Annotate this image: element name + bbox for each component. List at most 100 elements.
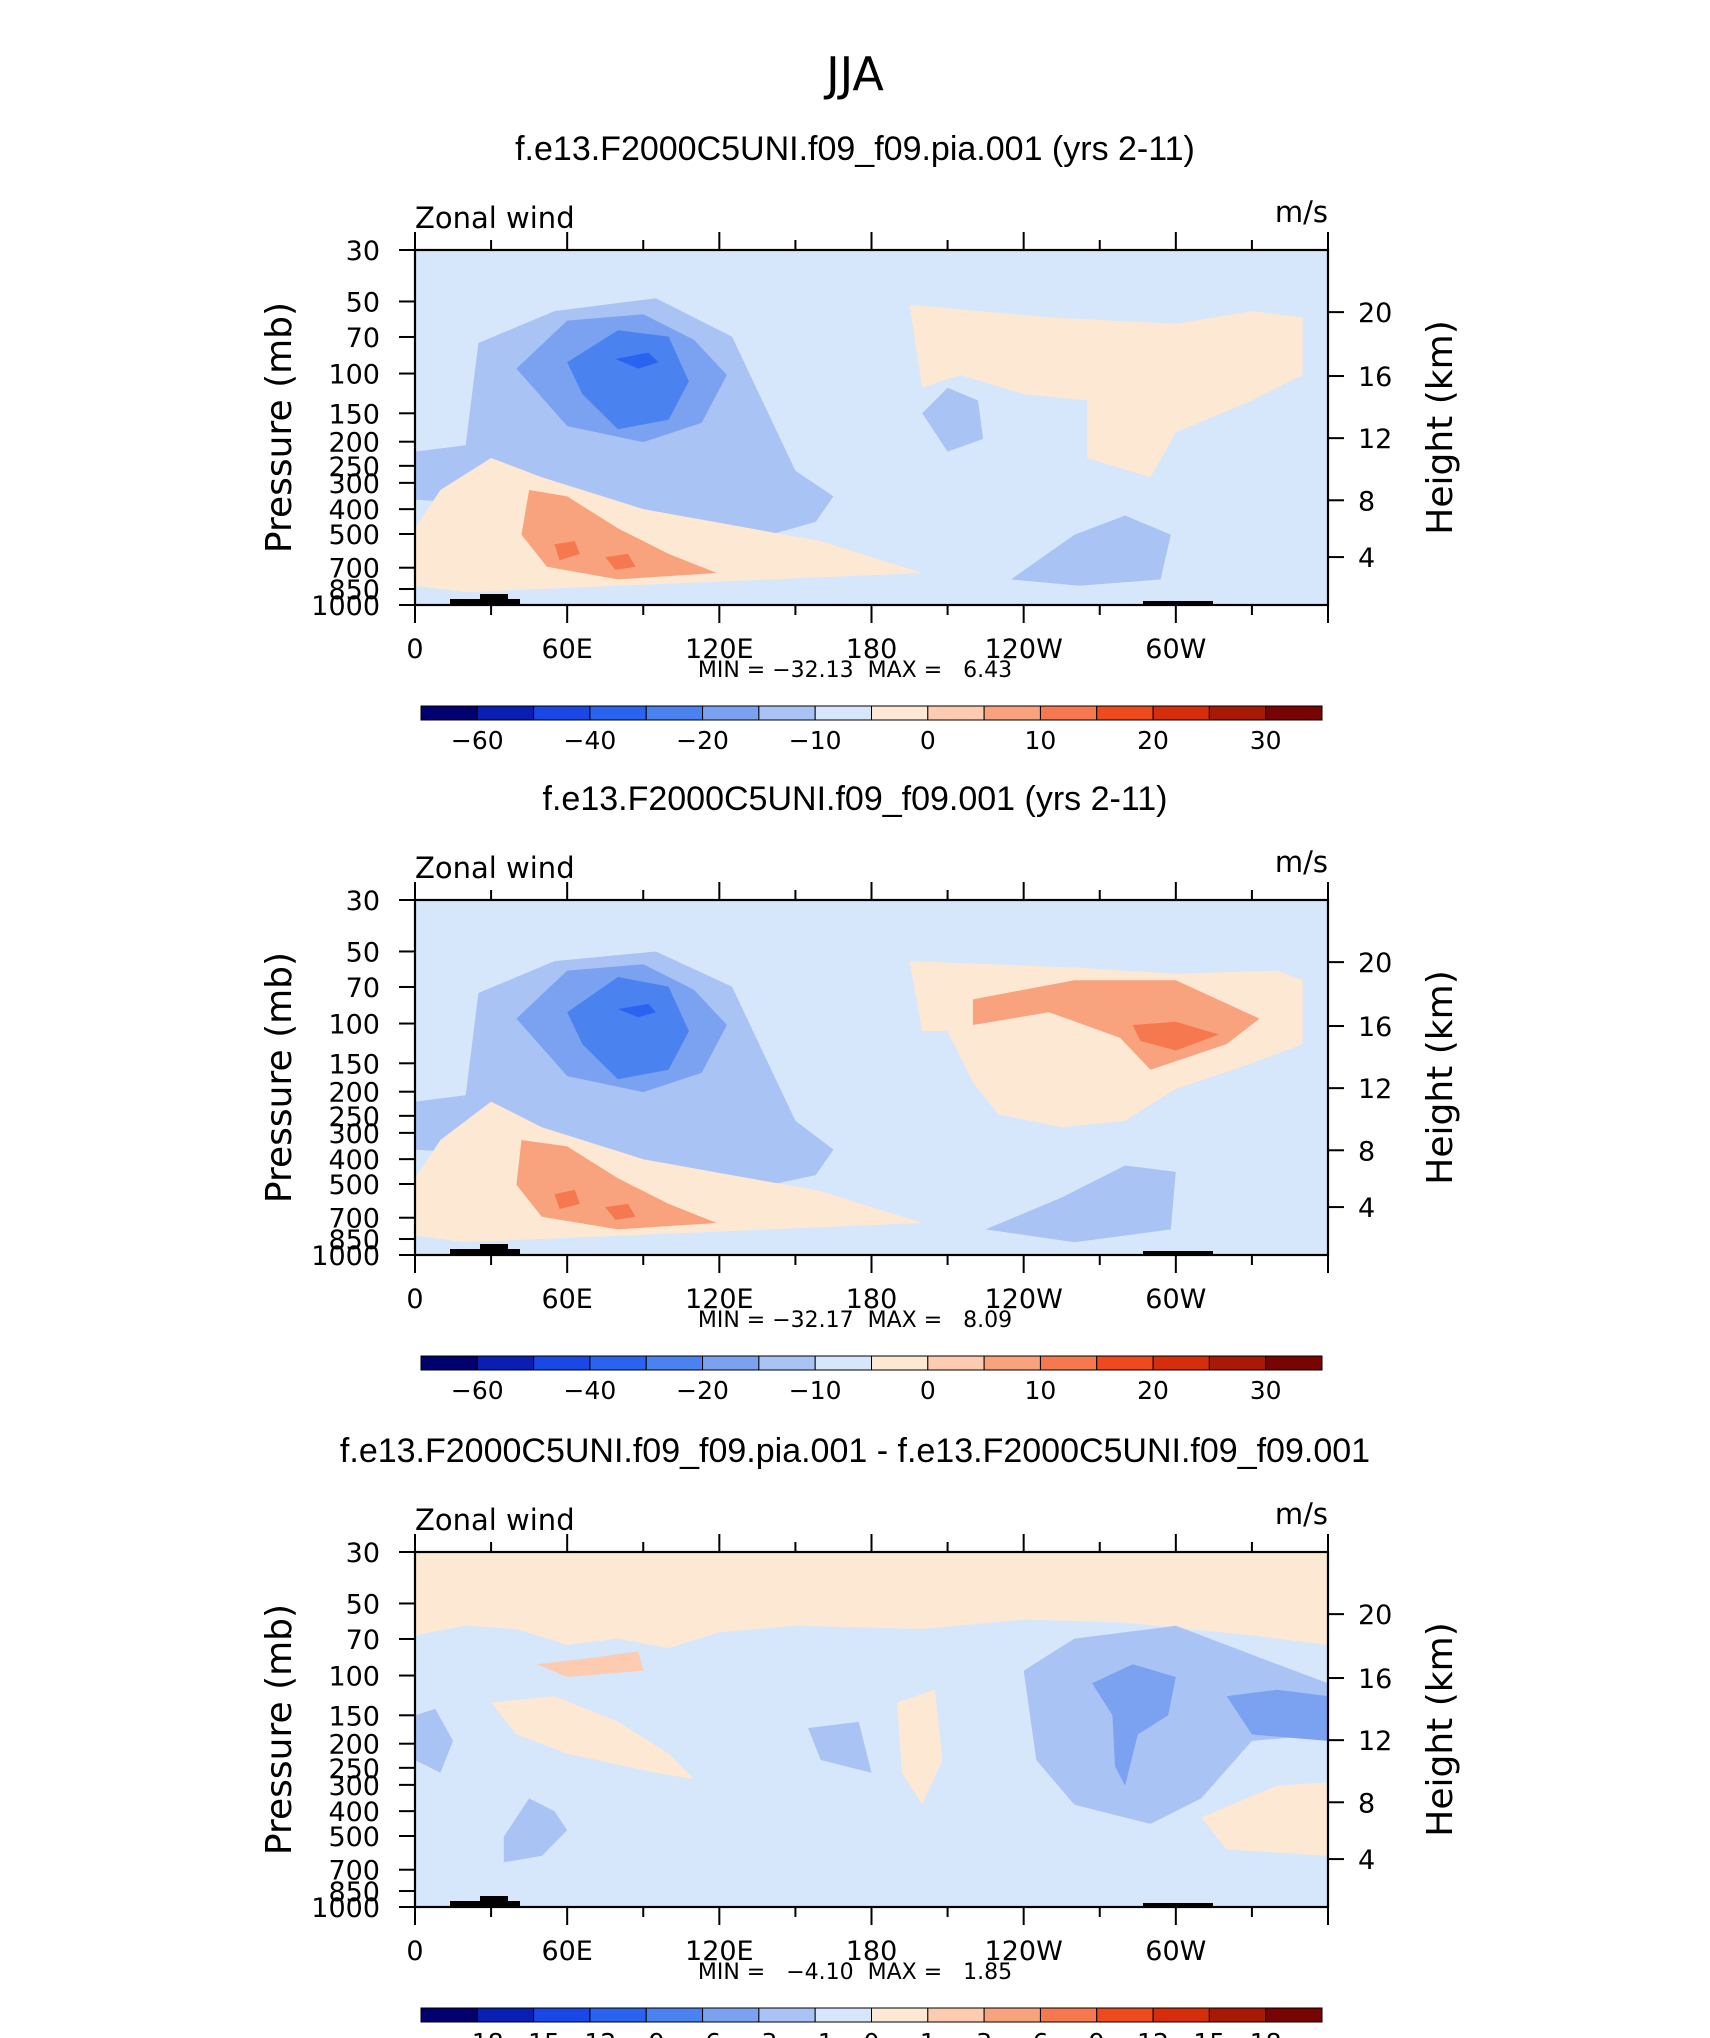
panel-variable-label: Zonal wind — [415, 201, 575, 235]
y-tick-label-left: 100 — [328, 1662, 380, 1693]
y-tick-label-left: 400 — [328, 1797, 380, 1828]
y-tick-label-right: 12 — [1358, 1726, 1392, 1757]
y-tick-label-left: 50 — [346, 1589, 380, 1620]
panel-title: f.e13.F2000C5UNI.f09_f09.pia.001 (yrs 2-… — [515, 130, 1195, 168]
y-tick-label-right: 8 — [1358, 1788, 1375, 1819]
colorbar-label: 0 — [920, 1376, 936, 1405]
topography-bar — [480, 1244, 508, 1255]
topography-bar — [480, 1896, 508, 1907]
colorbar-swatch — [927, 2007, 985, 2023]
contour-region — [1092, 1664, 1176, 1786]
y-tick-label-right: 8 — [1358, 1136, 1375, 1167]
colorbar-label: 20 — [1137, 726, 1169, 755]
y-axis-label-right: Height (km) — [1420, 1622, 1461, 1836]
y-tick-label-left: 250 — [328, 452, 380, 483]
colorbar-label: −9 — [628, 2028, 665, 2038]
y-tick-label-left: 250 — [328, 1102, 380, 1133]
y-axis-label-right: Height (km) — [1420, 320, 1461, 534]
y-tick-label-right: 20 — [1358, 298, 1392, 329]
x-tick-label: 0 — [406, 1936, 423, 1967]
colorbar-swatch — [420, 2007, 478, 2023]
y-tick-label-right: 20 — [1358, 1600, 1392, 1631]
contour-region — [808, 1721, 872, 1773]
colorbar-swatch — [814, 705, 872, 721]
panel-3: f.e13.F2000C5UNI.f09_f09.pia.001 - f.e13… — [259, 1432, 1461, 2038]
colorbar-label: 30 — [1250, 1376, 1282, 1405]
colorbar-swatch — [983, 2007, 1041, 2023]
y-tick-label-left: 30 — [346, 236, 380, 267]
colorbar-swatch — [702, 2007, 760, 2023]
topography-bar — [1143, 1251, 1213, 1255]
colorbar-label: 9 — [1089, 2028, 1105, 2038]
colorbar-label: −40 — [564, 726, 617, 755]
colorbar-label: −18 — [451, 2028, 504, 2038]
x-tick-label: 60W — [1145, 1936, 1206, 1967]
y-tick-label-left: 700 — [328, 554, 380, 585]
topography-bar — [480, 594, 508, 605]
y-tick-label-left: 500 — [328, 1170, 380, 1201]
colorbar-swatch — [476, 2007, 535, 2023]
panel-1: f.e13.F2000C5UNI.f09_f09.pia.001 (yrs 2-… — [259, 130, 1461, 755]
colorbar-label: −60 — [451, 1376, 504, 1405]
colorbar-swatch — [645, 705, 704, 721]
topography-bar — [450, 599, 480, 605]
colorbar-swatch — [589, 1355, 647, 1371]
panel-variable-label: Zonal wind — [415, 851, 575, 885]
panel-2: f.e13.F2000C5UNI.f09_f09.001 (yrs 2-11) Z… — [259, 780, 1461, 1405]
colorbar-label: 0 — [920, 726, 936, 755]
y-axis-label-left: Pressure (mb) — [259, 1604, 300, 1855]
min-max-stats: MIN = −4.10 MAX = 1.85 — [698, 1960, 1012, 1985]
contour-region — [554, 541, 580, 561]
x-tick-label: 60W — [1145, 1284, 1206, 1315]
y-tick-label-left: 300 — [328, 469, 380, 500]
colorbar-swatch — [1039, 2007, 1098, 2023]
y-tick-label-left: 50 — [346, 287, 380, 318]
contour-region — [491, 1696, 694, 1780]
topography-bar — [450, 1901, 480, 1907]
panel-variable-label: Zonal wind — [415, 1503, 575, 1537]
colorbar-swatch — [1208, 705, 1267, 721]
contour-regions — [415, 951, 1303, 1243]
colorbar-label: −15 — [507, 2028, 560, 2038]
colorbar-label: −12 — [564, 2028, 617, 2038]
panel-title: f.e13.F2000C5UNI.f09_f09.001 (yrs 2-11) — [543, 780, 1168, 818]
colorbar-swatch — [476, 1355, 535, 1371]
panel-units-label: m/s — [1275, 1497, 1328, 1531]
colorbar-label: 30 — [1250, 726, 1282, 755]
colorbar-label: 10 — [1025, 726, 1057, 755]
y-tick-label-left: 850 — [328, 1225, 380, 1256]
x-tick-label: 120E — [685, 1936, 754, 1967]
y-tick-label-left: 1000 — [311, 591, 380, 622]
y-axis-label-right: Height (km) — [1420, 970, 1461, 1184]
y-axis-label-left: Pressure (mb) — [259, 952, 300, 1203]
colorbar-swatch — [983, 705, 1041, 721]
x-tick-label: 180 — [846, 1936, 898, 1967]
colorbar-label: 15 — [1193, 2028, 1225, 2038]
y-tick-label-left: 850 — [328, 1877, 380, 1908]
contour-region — [617, 1003, 656, 1018]
x-tick-label: 120W — [985, 634, 1063, 665]
contour-region — [605, 553, 636, 570]
y-tick-label-right: 20 — [1358, 948, 1392, 979]
x-tick-label: 120W — [985, 1936, 1063, 1967]
y-axis-label-left: Pressure (mb) — [259, 302, 300, 553]
colorbar-label: −40 — [564, 1376, 617, 1405]
y-tick-label-left: 100 — [328, 1010, 380, 1041]
main-title: JJA — [823, 47, 884, 101]
contour-region — [1132, 1021, 1219, 1051]
contour-region — [922, 387, 984, 452]
colorbar-swatch — [1208, 1355, 1267, 1371]
colorbar-swatch — [589, 705, 647, 721]
colorbar-swatch — [1096, 705, 1154, 721]
colorbar-label: 12 — [1137, 2028, 1169, 2038]
y-tick-label-right: 12 — [1358, 424, 1392, 455]
colorbar-swatch — [758, 2007, 816, 2023]
contour-region — [567, 977, 689, 1080]
topography — [450, 594, 1213, 605]
y-tick-label-left: 50 — [346, 937, 380, 968]
colorbar-swatch — [814, 2007, 872, 2023]
colorbar-label: −6 — [684, 2028, 721, 2038]
contour-region — [415, 1708, 453, 1773]
colorbar-swatch — [871, 705, 929, 721]
